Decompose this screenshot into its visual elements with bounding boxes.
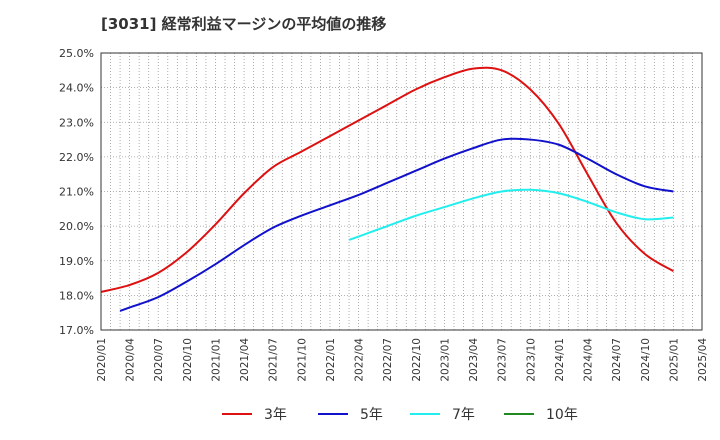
y-tick-label: 19.0% [59,255,94,268]
x-tick-label: 2024/01 [554,338,566,382]
y-tick-label: 20.0% [59,220,94,233]
legend-label: 7年 [452,407,475,423]
x-tick-label: 2024/10 [640,338,652,382]
x-tick-label: 2022/04 [354,338,366,382]
y-tick-label: 18.0% [59,289,94,302]
y-tick-label: 23.0% [59,116,94,129]
legend: 3年 5年 7年 10年 [222,407,578,423]
legend-label: 3年 [264,407,287,423]
legend-label: 10年 [546,407,578,423]
x-tick-label: 2022/07 [382,338,394,382]
x-tick-label: 2022/10 [411,338,423,382]
x-axis: 2020/01 2020/04 2020/07 2020/10 2021/01 2021/… [96,338,709,382]
x-tick-label: 2024/07 [611,338,623,382]
y-tick-label: 21.0% [59,186,94,199]
chart-title: [3031] 経常利益マージンの平均値の推移 [101,15,387,33]
x-tick-label: 2020/10 [182,338,194,382]
x-tick-label: 2021/10 [296,338,308,382]
x-tick-label: 2021/04 [239,338,251,382]
x-tick-label: 2020/04 [125,338,137,382]
x-tick-label: 2025/04 [697,338,709,382]
series-line-5年 [119,137,674,312]
plot-frame [100,52,703,331]
x-tick-label: 2022/01 [325,338,337,382]
x-tick-label: 2023/01 [439,338,451,382]
y-tick-label: 22.0% [59,151,94,164]
x-tick-label: 2025/01 [668,338,680,382]
x-tick-label: 2020/01 [96,338,108,382]
x-tick-label: 2021/01 [210,338,222,382]
series-line-3年 [100,66,674,293]
series-line-7年 [348,188,674,241]
grid [101,53,702,330]
x-tick-label: 2024/04 [583,338,595,382]
x-tick-label: 2023/07 [497,338,509,382]
series-lines [100,66,674,312]
x-tick-label: 2021/07 [268,338,280,382]
legend-label: 5年 [360,407,383,423]
y-tick-label: 17.0% [59,324,94,337]
x-tick-label: 2023/10 [525,338,537,382]
y-tick-label: 24.0% [59,82,94,95]
y-tick-label: 25.0% [59,47,94,60]
y-axis: 17.0% 18.0% 19.0% 20.0% 21.0% 22.0% 23.0% 24.0%… [59,47,94,337]
x-tick-label: 2023/04 [468,338,480,382]
x-tick-label: 2020/07 [153,338,165,382]
